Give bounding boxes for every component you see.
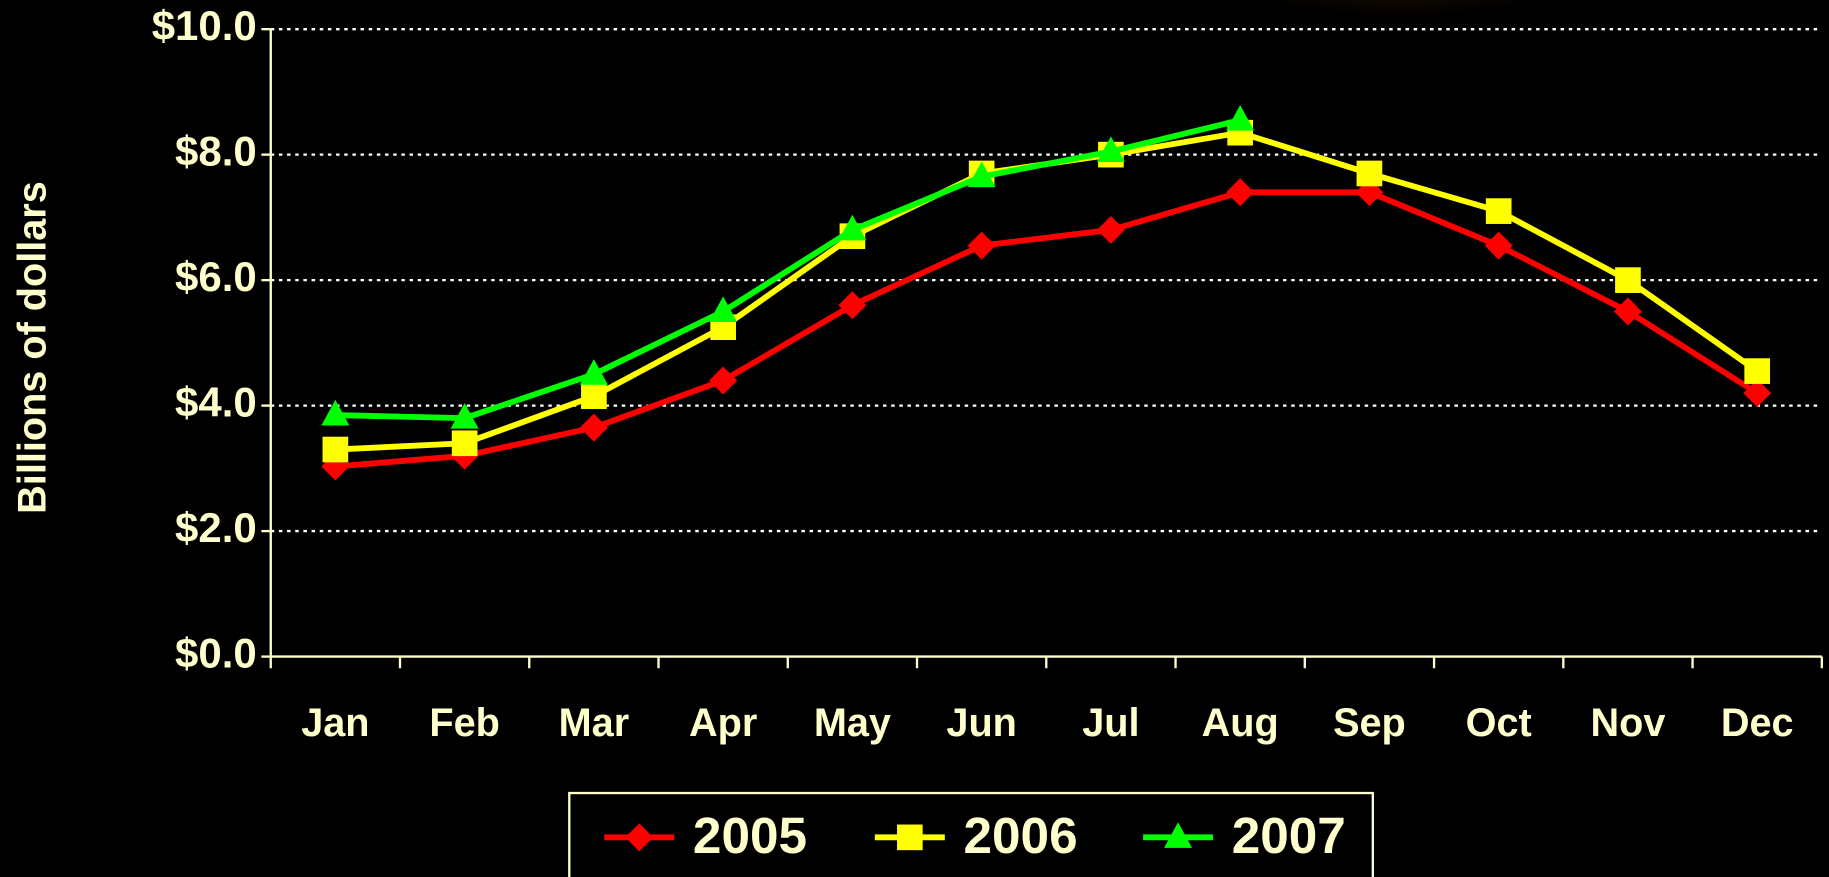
series-line (335, 189, 1759, 470)
data-point (1613, 297, 1642, 326)
legend-label: 2006 (963, 807, 1077, 864)
x-tick-label: Jul (1082, 701, 1139, 745)
legend-label: 2007 (1232, 807, 1346, 864)
data-point (1356, 160, 1383, 187)
data-point (322, 436, 349, 463)
y-tick-label: $0.0 (175, 630, 257, 677)
y-tick-label: $2.0 (175, 504, 257, 551)
x-tick-label: Aug (1202, 701, 1279, 745)
data-point (967, 161, 996, 188)
x-tick-label: Apr (689, 701, 757, 745)
decoration (1153, 0, 1646, 70)
data-point (1096, 136, 1125, 163)
data-point (579, 413, 608, 442)
data-point (1744, 358, 1771, 384)
legend-marker (625, 823, 654, 852)
data-point (709, 296, 738, 322)
data-point (579, 359, 608, 385)
data-point (451, 430, 478, 457)
data-point (1615, 267, 1641, 293)
y-tick-label: $4.0 (175, 379, 257, 426)
x-tick-label: Feb (429, 701, 499, 745)
data-point (709, 366, 738, 395)
legend-marker (1164, 822, 1193, 848)
data-point (838, 214, 867, 241)
x-tick-label: Nov (1590, 701, 1665, 745)
legend-label: 2005 (693, 807, 807, 864)
data-point (321, 399, 350, 426)
y-tick-label: $10.0 (152, 2, 257, 49)
y-axis-title: Billions of dollars (11, 181, 55, 514)
data-point (1743, 379, 1772, 408)
x-tick-label: Jan (301, 701, 369, 745)
x-tick-label: May (814, 701, 891, 745)
y-tick-label: $8.0 (175, 128, 257, 175)
data-point (1226, 178, 1255, 207)
legend-marker (897, 824, 923, 851)
data-point (1226, 104, 1255, 131)
y-tick-label: $6.0 (175, 253, 257, 300)
x-tick-label: Mar (559, 701, 630, 745)
data-point (1484, 231, 1513, 260)
data-point (581, 383, 607, 410)
data-point (1096, 215, 1125, 244)
legend (568, 791, 1374, 877)
x-tick-label: Dec (1721, 701, 1794, 745)
x-tick-label: Sep (1333, 701, 1406, 745)
data-point (967, 231, 996, 260)
x-tick-label: Oct (1466, 701, 1532, 745)
x-tick-label: Jun (946, 701, 1016, 745)
data-point (450, 403, 479, 429)
data-point (1485, 198, 1512, 224)
series-line (335, 117, 1241, 422)
